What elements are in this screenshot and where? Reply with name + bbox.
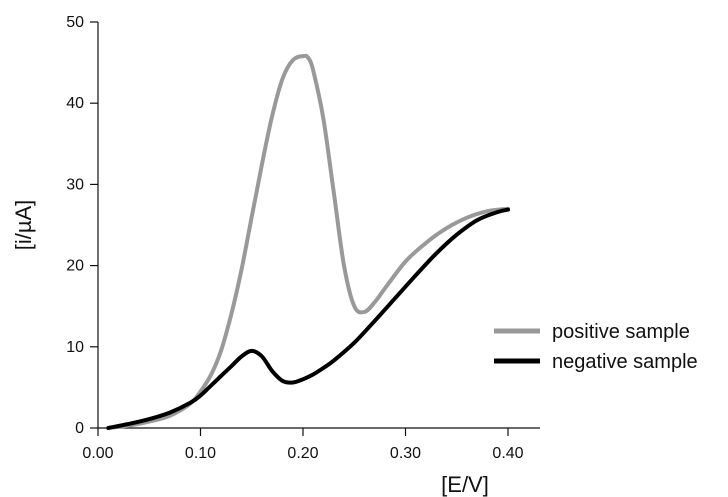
legend-label-positive: positive sample [552, 321, 690, 343]
series-lines-group [106, 53, 510, 430]
y-tick-label: 50 [66, 14, 84, 31]
y-tick-label: 20 [66, 258, 84, 275]
y-tick-label: 10 [66, 339, 84, 356]
series-line-positive [106, 53, 510, 430]
x-ticks-group: 0.00 0.10 0.20 0.30 0.40 [82, 428, 524, 462]
y-tick-label: 40 [66, 95, 84, 112]
x-tick-label: 0.00 [82, 445, 113, 462]
y-ticks-group: 0 10 20 30 40 50 [66, 14, 98, 437]
axes-group [97, 22, 540, 429]
series-line-negative [106, 207, 510, 430]
x-tick-label: 0.40 [492, 445, 523, 462]
y-tick-label: 30 [66, 176, 84, 193]
x-tick-label: 0.10 [185, 445, 216, 462]
x-tick-label: 0.30 [390, 445, 421, 462]
y-tick-label: 0 [75, 420, 84, 437]
x-tick-label: 0.20 [287, 445, 318, 462]
legend: positive sample negative sample [494, 321, 698, 373]
legend-label-negative: negative sample [552, 351, 698, 373]
y-axis-title: [i/µA] [11, 200, 36, 251]
x-axis-title: [E/V] [441, 472, 489, 497]
